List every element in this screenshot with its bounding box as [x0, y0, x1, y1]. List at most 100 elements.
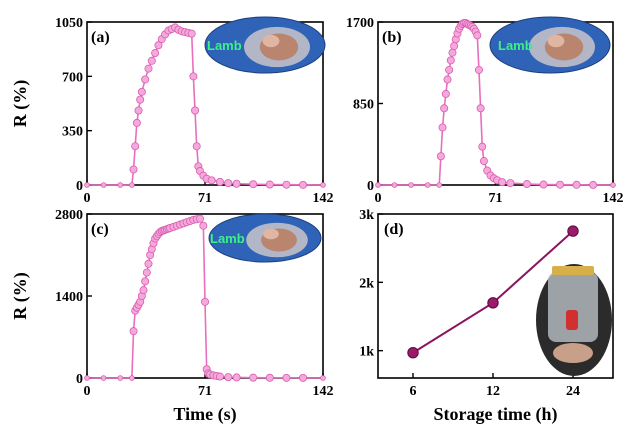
data-point	[448, 48, 457, 57]
data-point	[187, 29, 196, 38]
data-point	[224, 373, 233, 382]
x-axis-title: Storage time (h)	[434, 404, 558, 425]
lamb-photo-inset: Lamb	[208, 213, 322, 263]
data-point	[299, 180, 308, 189]
data-point	[436, 152, 445, 161]
data-point	[443, 75, 452, 84]
x-tick-label: 71	[489, 191, 503, 206]
data-point	[84, 375, 90, 381]
data-point	[191, 106, 200, 115]
panel-1: 0 71 142 0 350 700 1050 (a) Lamb R (%)	[10, 16, 334, 206]
data-point	[498, 178, 507, 187]
x-tick-label: 12	[486, 384, 500, 399]
y-tick-label: 0	[367, 179, 374, 194]
data-point	[117, 375, 124, 381]
data-point	[139, 286, 148, 295]
data-point	[476, 104, 485, 113]
data-point	[320, 375, 326, 381]
meat-highlight-icon	[547, 34, 565, 48]
panel-2: 0 71 142 0 850 1700 (b) Lamb	[346, 16, 624, 206]
panel-3: 0 71 142 0 1400 2800 (c) Lamb R (%)	[10, 208, 334, 399]
data-point	[207, 176, 216, 185]
data-point	[424, 182, 431, 188]
data-point	[129, 165, 138, 174]
data-point	[522, 180, 531, 189]
jar-photo-inset	[536, 264, 612, 376]
data-point	[144, 64, 153, 73]
data-point	[436, 182, 443, 188]
data-point	[440, 104, 449, 113]
x-axis-title-time: Time (s)	[173, 404, 236, 425]
data-point	[141, 75, 150, 84]
data-point	[154, 41, 163, 50]
data-point	[478, 142, 487, 151]
photo-label: Lamb	[498, 38, 533, 53]
photo-label: Lamb	[210, 231, 245, 246]
plot-frame	[377, 213, 614, 379]
data-point	[445, 65, 454, 74]
lamb-photo-inset: Lamb	[204, 16, 326, 74]
jar-icon	[548, 272, 598, 342]
data-point	[556, 180, 565, 189]
data-point	[100, 375, 107, 381]
data-point	[141, 277, 150, 286]
y-tick-label: 1k	[359, 345, 374, 360]
data-point	[144, 259, 153, 268]
data-point	[189, 72, 198, 81]
data-point	[142, 268, 151, 277]
jar-lid-icon	[552, 266, 594, 275]
panel-label: (c)	[91, 221, 109, 238]
sensor-icon	[566, 310, 578, 330]
data-point	[610, 182, 616, 188]
data-point	[129, 327, 138, 336]
data-point	[265, 373, 274, 382]
data-point	[474, 65, 483, 74]
data-point	[473, 31, 482, 40]
data-point	[131, 142, 140, 151]
data-point	[446, 56, 455, 65]
data-point	[215, 177, 224, 186]
meat-highlight-icon	[263, 228, 279, 240]
data-point	[199, 221, 208, 230]
x-tick-label: 142	[313, 384, 334, 399]
panel-label: (d)	[384, 221, 404, 238]
meat-highlight-icon	[262, 34, 280, 48]
data-point	[137, 87, 146, 96]
x-tick-label: 0	[375, 191, 382, 206]
data-point	[84, 182, 90, 188]
data-point	[299, 373, 308, 382]
data-point	[407, 347, 419, 359]
data-point	[134, 106, 143, 115]
y-tick-label: 2800	[55, 208, 83, 223]
data-point	[129, 375, 135, 381]
x-tick-label: 71	[198, 384, 212, 399]
data-point	[567, 225, 579, 237]
data-point	[117, 182, 124, 188]
data-point	[282, 180, 291, 189]
data-point	[438, 123, 447, 132]
y-tick-label: 0	[76, 179, 83, 194]
data-point	[391, 182, 398, 188]
data-point	[196, 214, 205, 223]
y-tick-label: 2k	[359, 276, 374, 291]
data-point	[539, 180, 548, 189]
data-point	[147, 56, 156, 65]
y-tick-label: 700	[62, 70, 83, 85]
meat-icon	[553, 343, 593, 363]
data-point	[129, 182, 135, 188]
x-tick-label: 0	[84, 191, 91, 206]
data-point	[487, 297, 499, 309]
data-point	[200, 297, 209, 306]
panel-label: (a)	[91, 29, 110, 46]
data-point	[479, 157, 488, 166]
data-point	[232, 179, 241, 188]
lamb-photo-inset: Lamb	[489, 16, 611, 74]
x-tick-label: 142	[313, 191, 334, 206]
data-point	[282, 373, 291, 382]
y-tick-label: 3k	[359, 208, 374, 223]
y-axis-title: R (%)	[10, 80, 31, 128]
data-point	[450, 41, 459, 50]
data-point	[441, 89, 450, 98]
y-tick-label: 0	[76, 372, 83, 387]
